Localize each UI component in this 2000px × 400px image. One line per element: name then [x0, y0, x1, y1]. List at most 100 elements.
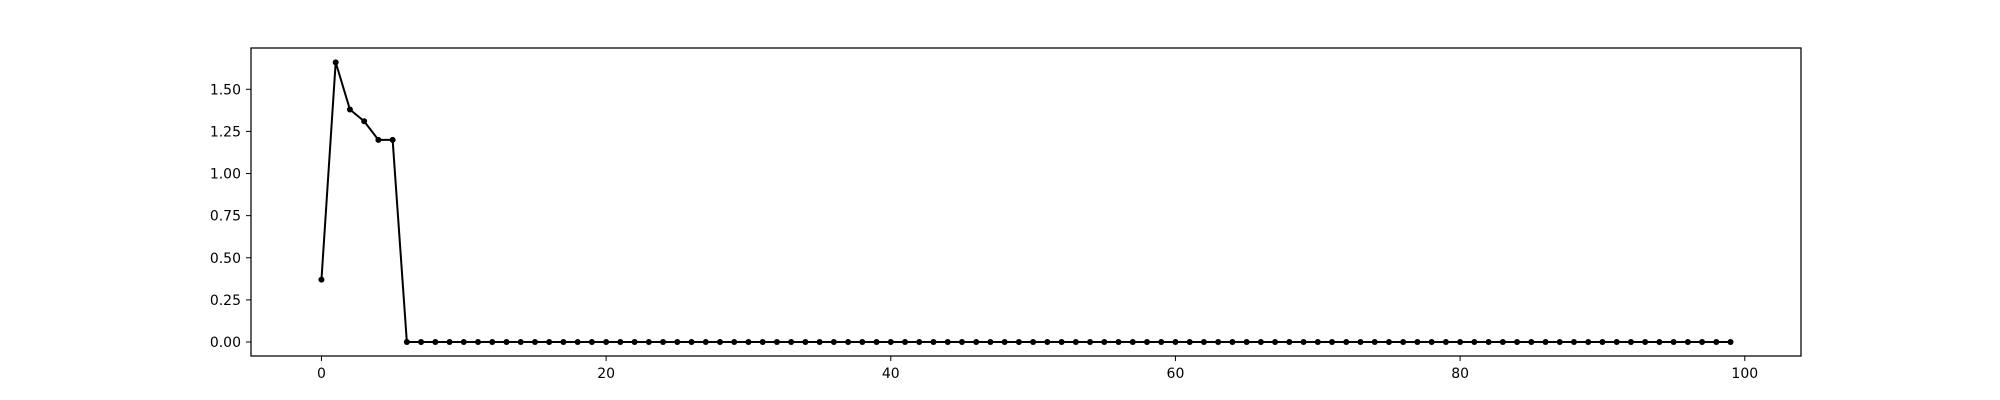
- data-point: [1599, 339, 1606, 346]
- data-point: [460, 339, 467, 346]
- data-point: [617, 339, 624, 346]
- data-point: [944, 339, 951, 346]
- data-point: [731, 339, 738, 346]
- data-point: [1158, 339, 1165, 346]
- y-tick-label: 0.00: [210, 335, 241, 351]
- data-point: [546, 339, 553, 346]
- data-point: [1015, 339, 1022, 346]
- data-point: [1442, 339, 1449, 346]
- x-tick-label: 80: [1451, 366, 1469, 382]
- data-point: [1670, 339, 1677, 346]
- data-point: [318, 276, 325, 283]
- data-point: [1172, 339, 1179, 346]
- series-line: [320, 61, 1731, 344]
- x-tick-label: 40: [882, 366, 900, 382]
- data-point: [1499, 339, 1506, 346]
- data-point: [1286, 339, 1293, 346]
- data-point: [560, 339, 567, 346]
- data-point: [475, 339, 482, 346]
- data-point: [1556, 339, 1563, 346]
- data-point: [1044, 339, 1051, 346]
- data-point: [1058, 339, 1065, 346]
- data-point: [1329, 339, 1336, 346]
- y-tick-label: 1.50: [210, 82, 241, 98]
- data-point: [1528, 339, 1535, 346]
- data-point: [1314, 339, 1321, 346]
- data-point: [1542, 339, 1549, 346]
- data-point: [688, 339, 695, 346]
- data-point: [745, 339, 752, 346]
- data-point: [603, 339, 610, 346]
- data-point: [916, 339, 923, 346]
- data-point: [674, 339, 681, 346]
- data-point: [987, 339, 994, 346]
- data-point: [1186, 339, 1193, 346]
- data-point: [1257, 339, 1264, 346]
- data-point: [403, 339, 410, 346]
- data-point: [332, 59, 339, 66]
- data-point: [1357, 339, 1364, 346]
- data-point: [1627, 339, 1634, 346]
- data-point: [1300, 339, 1307, 346]
- data-point: [588, 339, 595, 346]
- data-point: [1343, 339, 1350, 346]
- data-point: [1001, 339, 1008, 346]
- data-point: [660, 339, 667, 346]
- data-point: [759, 339, 766, 346]
- data-point: [503, 339, 510, 346]
- data-point: [1699, 339, 1706, 346]
- x-tick-label: 60: [1167, 366, 1185, 382]
- data-point: [1200, 339, 1207, 346]
- data-point: [446, 339, 453, 346]
- data-point: [1272, 339, 1279, 346]
- data-point: [574, 339, 581, 346]
- series-layer: [318, 59, 1734, 346]
- y-tick-label: 1.25: [210, 124, 241, 140]
- data-point: [1585, 339, 1592, 346]
- data-point: [973, 339, 980, 346]
- data-point: [1613, 339, 1620, 346]
- data-point: [1385, 339, 1392, 346]
- y-axis-ticks: 0.00 0.25 0.50 0.75 1.00 1.25 1.50: [210, 82, 251, 351]
- data-point: [1471, 339, 1478, 346]
- data-point: [1129, 339, 1136, 346]
- data-point: [1143, 339, 1150, 346]
- data-point: [859, 339, 866, 346]
- x-tick-label: 0: [317, 366, 326, 382]
- data-point: [716, 339, 723, 346]
- x-tick-label: 20: [597, 366, 615, 382]
- data-point: [1087, 339, 1094, 346]
- data-point: [361, 118, 368, 125]
- data-point: [1229, 339, 1236, 346]
- data-point: [1457, 339, 1464, 346]
- data-point: [1428, 339, 1435, 346]
- data-point: [346, 106, 353, 113]
- data-point: [389, 136, 396, 143]
- data-point: [1243, 339, 1250, 346]
- data-point: [1215, 339, 1222, 346]
- data-point: [702, 339, 709, 346]
- data-point: [930, 339, 937, 346]
- data-point: [887, 339, 894, 346]
- y-tick-label: 0.75: [210, 209, 241, 225]
- data-point: [1485, 339, 1492, 346]
- data-point: [1115, 339, 1122, 346]
- data-point: [631, 339, 638, 346]
- data-point: [773, 339, 780, 346]
- data-point: [1101, 339, 1108, 346]
- y-tick-label: 1.00: [210, 167, 241, 183]
- data-point: [1400, 339, 1407, 346]
- data-point: [873, 339, 880, 346]
- data-point: [1656, 339, 1663, 346]
- data-point: [845, 339, 852, 346]
- data-point: [432, 339, 439, 346]
- data-point: [1642, 339, 1649, 346]
- data-point: [1414, 339, 1421, 346]
- data-point: [1371, 339, 1378, 346]
- data-point: [645, 339, 652, 346]
- data-point: [1570, 339, 1577, 346]
- data-point: [1727, 339, 1734, 346]
- data-point: [802, 339, 809, 346]
